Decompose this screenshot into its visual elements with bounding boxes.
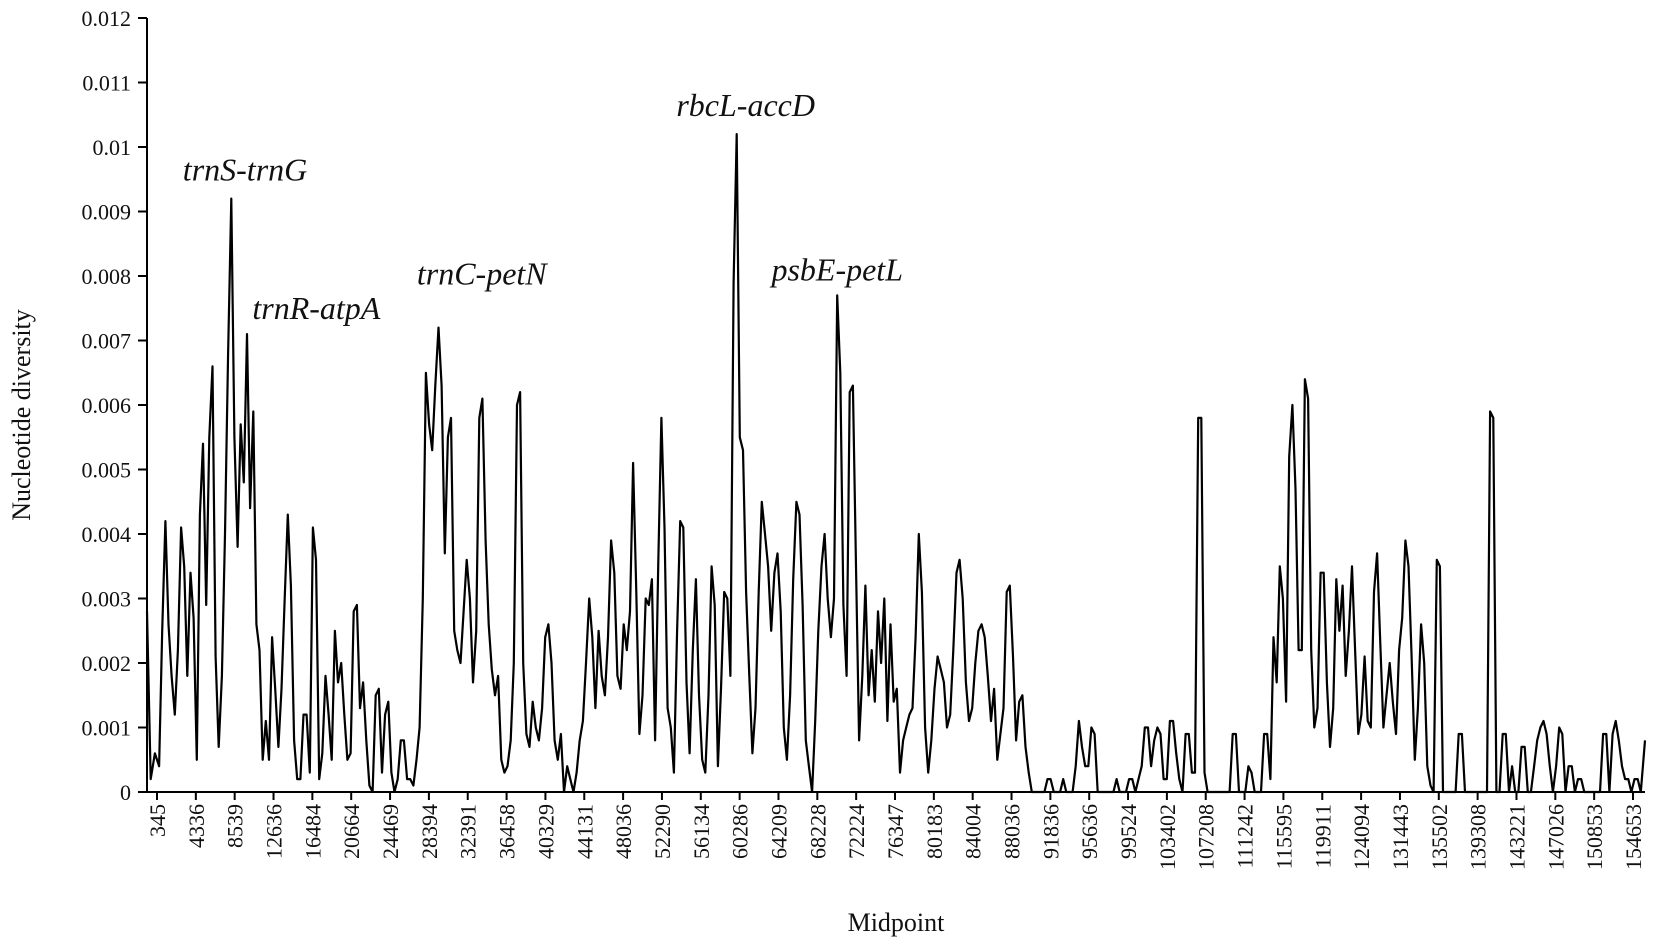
- x-tick-label: 345: [145, 804, 170, 837]
- x-tick-label: 88036: [1000, 804, 1025, 859]
- x-axis-ticks: 345 4336 8539 12636 16484 20664 24469 28394 3239…: [145, 792, 1646, 870]
- x-tick-label: 131443: [1388, 804, 1413, 870]
- x-tick-label: 4336: [184, 804, 209, 848]
- x-tick-label: 40329: [533, 804, 558, 859]
- x-tick-label: 80183: [922, 804, 947, 859]
- x-tick-label: 150853: [1582, 804, 1607, 870]
- annotation-label: trnC-petN: [417, 256, 548, 292]
- y-axis-ticks: 0 0.001 0.002 0.003 0.004 0.005 0.006 0.007 0.00…: [82, 6, 147, 805]
- x-tick-label: 48036: [611, 804, 636, 859]
- x-tick-label: 115595: [1271, 804, 1296, 869]
- x-tick-label: 139308: [1466, 804, 1491, 870]
- y-axis-title: Nucleotide diversity: [7, 309, 36, 521]
- y-tick-label: 0.003: [82, 587, 132, 612]
- y-tick-label: 0: [120, 780, 131, 805]
- x-tick-label: 143221: [1504, 804, 1529, 870]
- y-tick-label: 0.008: [82, 264, 132, 289]
- x-tick-label: 56134: [689, 804, 714, 859]
- x-tick-label: 103402: [1155, 804, 1180, 870]
- y-tick-label: 0.011: [82, 71, 131, 96]
- x-tick-label: 68228: [805, 804, 830, 859]
- y-tick-label: 0.004: [82, 522, 132, 547]
- x-tick-label: 91836: [1038, 804, 1063, 859]
- x-tick-label: 12636: [262, 804, 287, 859]
- x-tick-label: 24469: [378, 804, 403, 859]
- x-tick-label: 84004: [961, 804, 986, 859]
- x-tick-label: 60286: [728, 804, 753, 859]
- x-tick-label: 72224: [844, 804, 869, 859]
- x-tick-label: 20664: [339, 804, 364, 859]
- x-tick-label: 99524: [1116, 804, 1141, 859]
- y-tick-label: 0.002: [82, 651, 132, 676]
- x-tick-label: 28394: [417, 804, 442, 859]
- x-tick-label: 32391: [456, 804, 481, 859]
- x-tick-label: 64209: [766, 804, 791, 859]
- x-tick-label: 95636: [1077, 804, 1102, 859]
- annotation-label: trnS-trnG: [183, 152, 307, 188]
- y-tick-label: 0.005: [82, 458, 132, 483]
- x-tick-label: 16484: [300, 804, 325, 859]
- x-tick-label: 8539: [223, 804, 248, 848]
- annotation-label: rbcL-accD: [676, 87, 815, 123]
- x-tick-label: 76347: [883, 804, 908, 859]
- x-tick-label: 119911: [1310, 804, 1335, 868]
- annotation-label: psbE-petL: [769, 251, 903, 287]
- annotation-label: trnR-atpA: [252, 290, 380, 326]
- x-tick-label: 124094: [1349, 804, 1374, 870]
- x-tick-label: 135502: [1427, 804, 1452, 870]
- x-tick-label: 36458: [495, 804, 520, 859]
- x-tick-label: 107208: [1194, 804, 1219, 870]
- peak-annotations: trnS-trnG trnR-atpA trnC-petN rbcL-accD psbE…: [183, 87, 903, 326]
- y-tick-label: 0.007: [82, 329, 132, 354]
- y-tick-label: 0.009: [82, 200, 132, 225]
- y-tick-label: 0.001: [82, 716, 132, 741]
- y-tick-label: 0.006: [82, 393, 132, 418]
- x-tick-label: 44131: [572, 804, 597, 859]
- y-tick-label: 0.01: [93, 135, 132, 160]
- x-tick-label: 154653: [1621, 804, 1646, 870]
- nucleotide-diversity-series-line: [145, 133, 1647, 794]
- y-tick-label: 0.012: [82, 6, 132, 31]
- x-axis-title: Midpoint: [848, 908, 946, 937]
- x-tick-label: 147026: [1543, 804, 1568, 870]
- x-tick-label: 52290: [650, 804, 675, 859]
- x-tick-label: 111242: [1233, 804, 1258, 868]
